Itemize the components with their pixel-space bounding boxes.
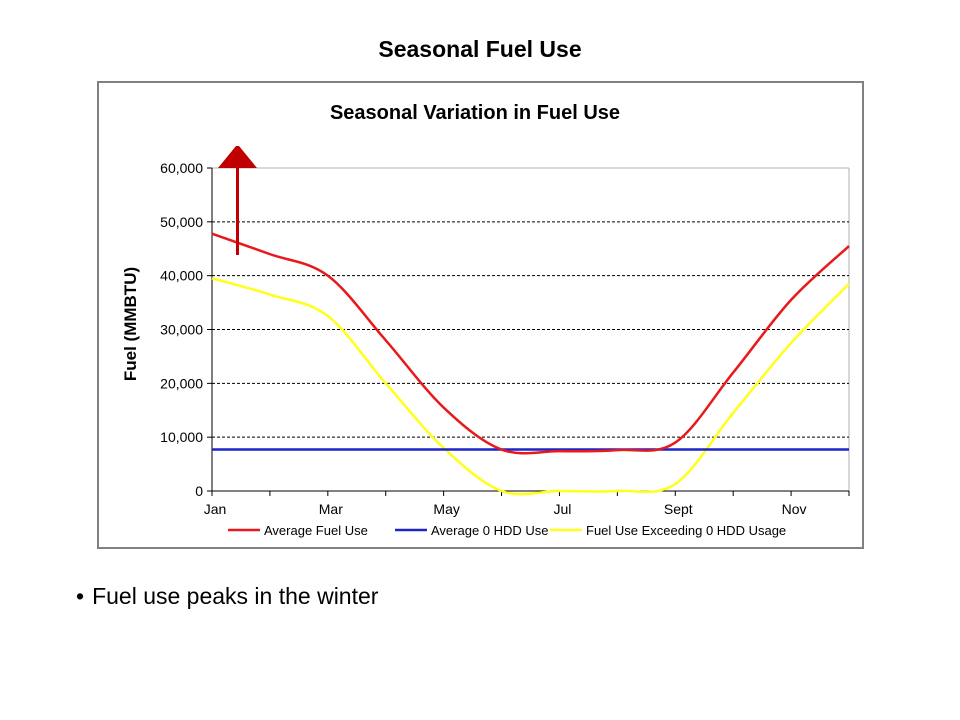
x-tick-label: Jan <box>204 501 227 517</box>
x-tick-label: Nov <box>782 501 807 517</box>
y-tick-label: 0 <box>195 483 203 499</box>
series-line-fuel-use-exceeding-0-hdd-usage <box>211 277 850 496</box>
slide-title: Seasonal Fuel Use <box>378 36 582 62</box>
legend-label: Average 0 HDD Use <box>431 523 549 538</box>
y-tick-label: 20,000 <box>160 375 203 391</box>
x-tick-label: Mar <box>319 501 343 517</box>
legend-label: Fuel Use Exceeding 0 HDD Usage <box>586 523 786 538</box>
x-tick-label: Jul <box>554 501 572 517</box>
bullet-item: • Fuel use peaks in the winter <box>76 583 378 610</box>
y-tick-label: 40,000 <box>160 268 203 284</box>
up-arrow-icon <box>218 146 257 255</box>
y-axis-label: Fuel (MMBTU) <box>121 267 140 381</box>
gridlines <box>212 167 850 491</box>
chart-title: Seasonal Variation in Fuel Use <box>330 102 620 124</box>
x-tick-label: May <box>433 501 459 517</box>
series-lines <box>211 232 850 496</box>
legend-label: Average Fuel Use <box>264 523 368 538</box>
x-tick-label: Sept <box>664 501 693 517</box>
y-tick-label: 30,000 <box>160 322 203 338</box>
y-axis: 0 10,000 20,000 30,000 40,000 50,000 60,000 <box>160 160 213 499</box>
chart-frame <box>97 81 864 549</box>
y-tick-label: 50,000 <box>160 214 203 230</box>
x-axis: Jan Mar May Jul Sept Nov <box>204 490 850 517</box>
bullet-text: Fuel use peaks in the winter <box>92 583 379 609</box>
legend: Average Fuel Use Average 0 HDD Use Fuel Us… <box>228 523 786 538</box>
y-tick-label: 60,000 <box>160 160 203 176</box>
fuel-use-chart: Seasonal Variation in Fuel Use 0 10,000 20… <box>121 102 850 538</box>
y-tick-label: 10,000 <box>160 429 203 445</box>
series-line-average-fuel-use <box>211 232 850 455</box>
bullet-dot-icon: • <box>76 583 85 609</box>
